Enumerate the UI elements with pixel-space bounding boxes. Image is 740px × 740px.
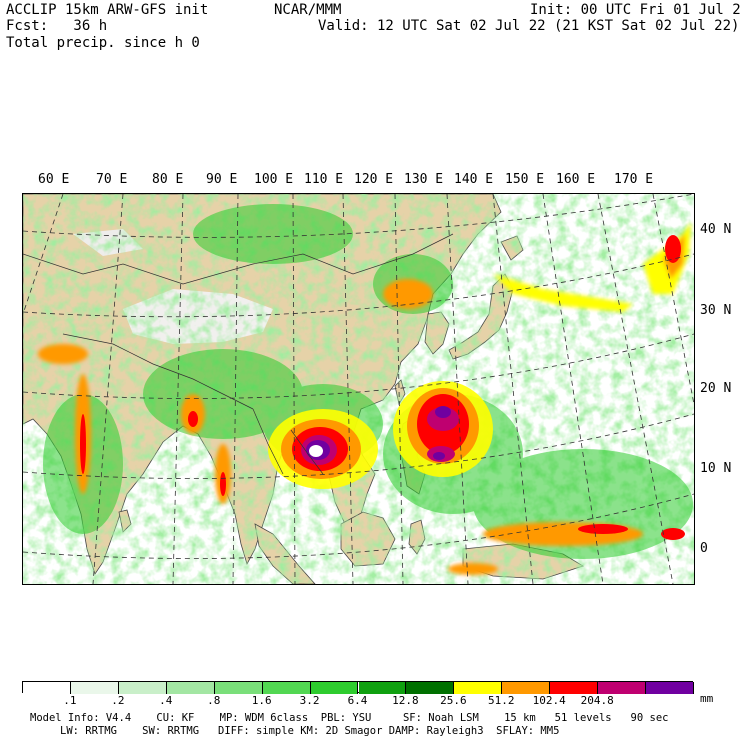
colorbar-swatch: [358, 682, 407, 694]
header-init-time: Init: 00 UTC Fri 01 Jul 22: [530, 2, 740, 18]
colorbar-tick-label: 51.2: [488, 694, 515, 707]
colorbar-tick-label: 12.8: [392, 694, 419, 707]
footer-physics-info: LW: RRTMG SW: RRTMG DIFF: simple KM: 2D …: [60, 725, 560, 737]
lat-label: 20 N: [700, 381, 732, 396]
colorbar-swatch: [118, 682, 167, 694]
colorbar-tick-label: 1.6: [251, 694, 272, 707]
colorbar-swatch: [406, 682, 455, 694]
colorbar-unit: mm: [700, 692, 714, 705]
graticule: [23, 194, 694, 584]
header-model-title: ACCLIP 15km ARW-GFS init: [6, 2, 209, 18]
colorbar-swatch: [23, 682, 71, 694]
colorbar-tick-label: .4: [159, 694, 173, 707]
header-field-name: Total precip. since h 0: [6, 35, 200, 51]
header-forecast-hour: Fcst: 36 h: [6, 18, 108, 34]
cyclone-south-china-sea: [268, 409, 378, 489]
lon-label: 90 E: [206, 172, 238, 187]
lat-label: 10 N: [700, 461, 732, 476]
colorbar-swatch: [262, 682, 311, 694]
footer-model-info: Model Info: V4.4 CU: KF MP: WDM 6class P…: [30, 712, 669, 724]
lat-label: 0: [700, 541, 708, 556]
colorbar-swatch: [598, 682, 647, 694]
header-valid-time: Valid: 12 UTC Sat 02 Jul 22 (21 KST Sat …: [318, 18, 740, 34]
colorbar-tick-label: .2: [111, 694, 125, 707]
colorbar-swatch: [70, 682, 119, 694]
lat-label: 40 N: [700, 222, 732, 237]
lon-label: 170 E: [614, 172, 654, 187]
cyclone-philippine-sea: [393, 381, 493, 477]
colorbar-swatch: [454, 682, 503, 694]
lon-label: 110 E: [304, 172, 344, 187]
lon-label: 100 E: [254, 172, 294, 187]
colorbar-tick-label: 102.4: [532, 694, 566, 707]
colorbar-swatch: [646, 682, 694, 694]
colorbar-swatch: [214, 682, 263, 694]
colorbar-tick-label: 25.6: [440, 694, 467, 707]
lat-label: 30 N: [700, 303, 732, 318]
colorbar-swatch: [310, 682, 359, 694]
lon-label: 80 E: [152, 172, 184, 187]
colorbar-tick-label: .1: [63, 694, 77, 707]
lon-label: 60 E: [38, 172, 70, 187]
header-institution: NCAR/MMM: [274, 2, 342, 18]
colorbar-tick-label: 6.4: [347, 694, 368, 707]
colorbar-tick-label: 204.8: [580, 694, 614, 707]
colorbar-tick-label: .8: [207, 694, 221, 707]
lon-label: 140 E: [454, 172, 494, 187]
lon-label: 70 E: [96, 172, 128, 187]
lon-label: 130 E: [404, 172, 444, 187]
colorbar-swatch: [502, 682, 551, 694]
colorbar-swatch: [166, 682, 215, 694]
lon-label: 160 E: [556, 172, 596, 187]
colorbar-swatch: [550, 682, 599, 694]
lon-label: 150 E: [505, 172, 545, 187]
colorbar-tick-label: 3.2: [299, 694, 320, 707]
intense-cells: [80, 235, 685, 540]
precipitation-colorbar: [22, 681, 694, 694]
precipitation-map: [22, 193, 695, 585]
lon-label: 120 E: [354, 172, 394, 187]
country-borders: [23, 233, 454, 475]
